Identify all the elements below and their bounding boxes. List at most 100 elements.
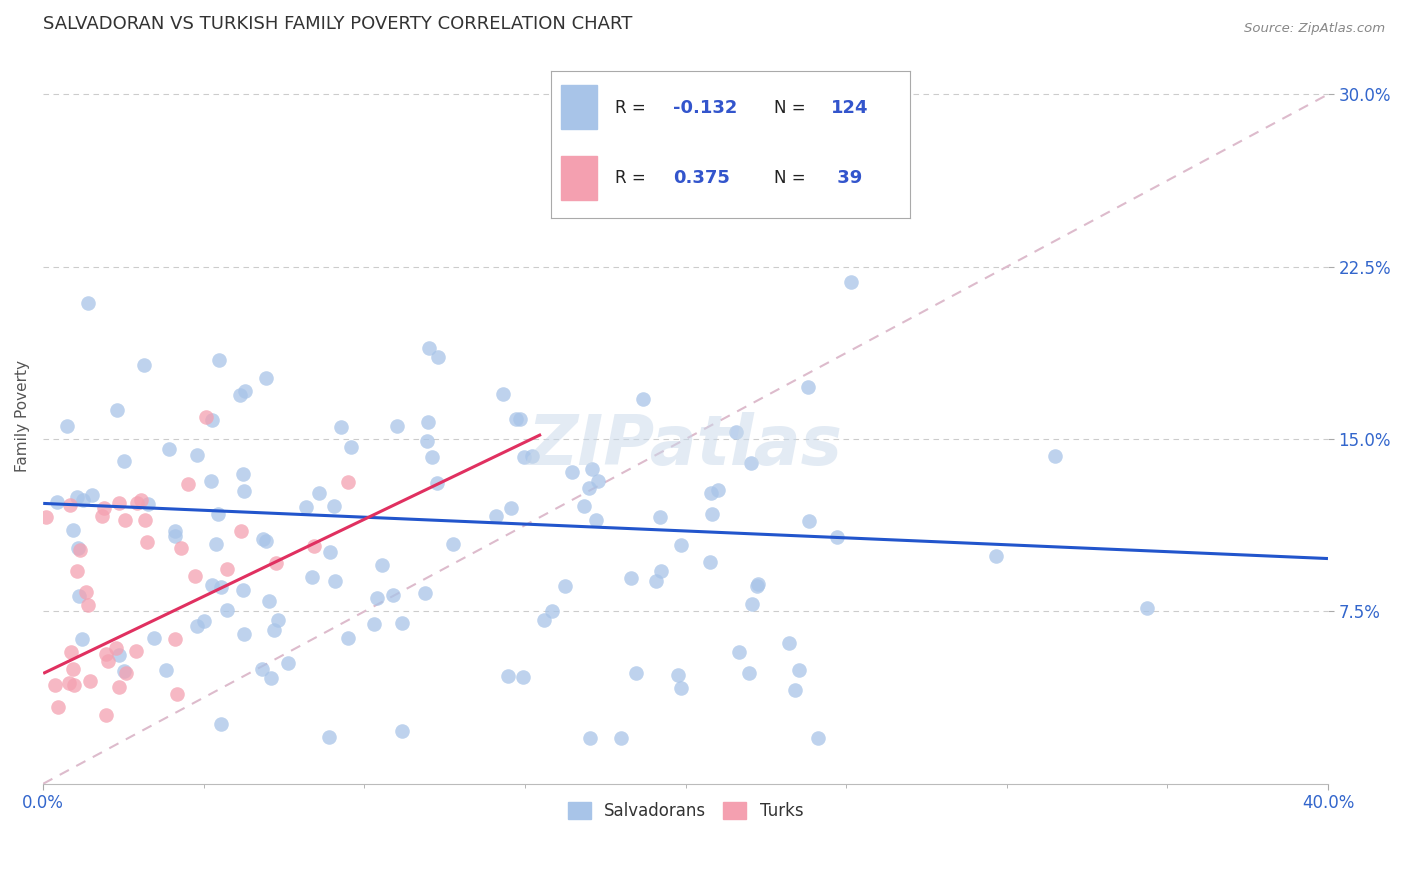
- Point: [105, 641, 128, 656]
- Point: [509, 412, 531, 426]
- Point: [108, 680, 131, 694]
- Point: [572, 499, 595, 513]
- Point: [209, 580, 232, 594]
- Point: [416, 434, 439, 449]
- Point: [620, 571, 643, 585]
- Point: [330, 420, 353, 434]
- Point: [323, 574, 346, 588]
- Point: [66, 490, 89, 504]
- Point: [59, 645, 82, 659]
- Point: [186, 618, 208, 632]
- Text: ZIPatlas: ZIPatlas: [529, 412, 844, 479]
- Point: [391, 615, 413, 630]
- Text: Source: ZipAtlas.com: Source: ZipAtlas.com: [1244, 22, 1385, 36]
- Point: [56, 419, 79, 434]
- Point: [427, 350, 450, 364]
- Point: [208, 353, 231, 368]
- Point: [254, 533, 277, 548]
- Point: [609, 731, 631, 745]
- Point: [366, 591, 388, 606]
- Point: [163, 632, 186, 647]
- Point: [105, 403, 128, 417]
- Point: [157, 442, 180, 457]
- Point: [233, 384, 256, 398]
- Point: [585, 513, 607, 527]
- Point: [58, 676, 80, 690]
- Point: [165, 529, 187, 543]
- Point: [96, 647, 118, 661]
- Point: [707, 483, 730, 498]
- Point: [501, 500, 523, 515]
- Point: [337, 475, 360, 489]
- Point: [747, 577, 769, 591]
- Point: [93, 501, 115, 516]
- Point: [441, 537, 464, 551]
- Point: [201, 413, 224, 427]
- Point: [63, 678, 86, 692]
- Point: [586, 475, 609, 489]
- Point: [115, 665, 138, 680]
- Point: [107, 496, 129, 510]
- Point: [340, 440, 363, 454]
- Point: [741, 598, 763, 612]
- Point: [740, 456, 762, 470]
- Point: [650, 509, 672, 524]
- Point: [232, 582, 254, 597]
- Point: [263, 623, 285, 637]
- Point: [785, 683, 807, 698]
- Point: [644, 574, 666, 588]
- Point: [724, 425, 747, 439]
- Point: [807, 731, 830, 745]
- Point: [97, 654, 120, 668]
- Legend: Salvadorans, Turks: Salvadorans, Turks: [561, 796, 810, 827]
- Point: [62, 523, 84, 537]
- Point: [166, 687, 188, 701]
- Point: [391, 723, 413, 738]
- Point: [337, 632, 360, 646]
- Point: [319, 545, 342, 559]
- Point: [142, 632, 165, 646]
- Point: [561, 465, 583, 479]
- Point: [797, 380, 820, 394]
- Point: [257, 593, 280, 607]
- Point: [700, 486, 723, 500]
- Point: [302, 540, 325, 554]
- Point: [62, 662, 84, 676]
- Point: [264, 556, 287, 570]
- Point: [1043, 450, 1066, 464]
- Point: [799, 514, 821, 528]
- Point: [183, 569, 205, 583]
- Point: [727, 645, 749, 659]
- Point: [232, 483, 254, 498]
- Point: [125, 644, 148, 658]
- Point: [46, 495, 69, 509]
- Point: [825, 530, 848, 544]
- Point: [229, 388, 252, 402]
- Point: [371, 558, 394, 572]
- Point: [186, 448, 208, 462]
- Point: [301, 570, 323, 584]
- Point: [418, 341, 440, 355]
- Text: SALVADORAN VS TURKISH FAMILY POVERTY CORRELATION CHART: SALVADORAN VS TURKISH FAMILY POVERTY COR…: [44, 15, 633, 33]
- Point: [134, 513, 156, 527]
- Point: [165, 524, 187, 539]
- Point: [252, 532, 274, 546]
- Point: [498, 669, 520, 683]
- Point: [540, 604, 562, 618]
- Point: [578, 481, 600, 495]
- Point: [132, 358, 155, 372]
- Point: [217, 603, 239, 617]
- Point: [485, 508, 508, 523]
- Point: [66, 564, 89, 578]
- Point: [363, 616, 385, 631]
- Point: [127, 495, 149, 509]
- Point: [984, 549, 1007, 563]
- Point: [70, 632, 93, 647]
- Point: [44, 677, 66, 691]
- Point: [738, 665, 761, 680]
- Point: [277, 656, 299, 670]
- Point: [91, 509, 114, 524]
- Point: [155, 663, 177, 677]
- Point: [578, 731, 600, 745]
- Point: [778, 636, 800, 650]
